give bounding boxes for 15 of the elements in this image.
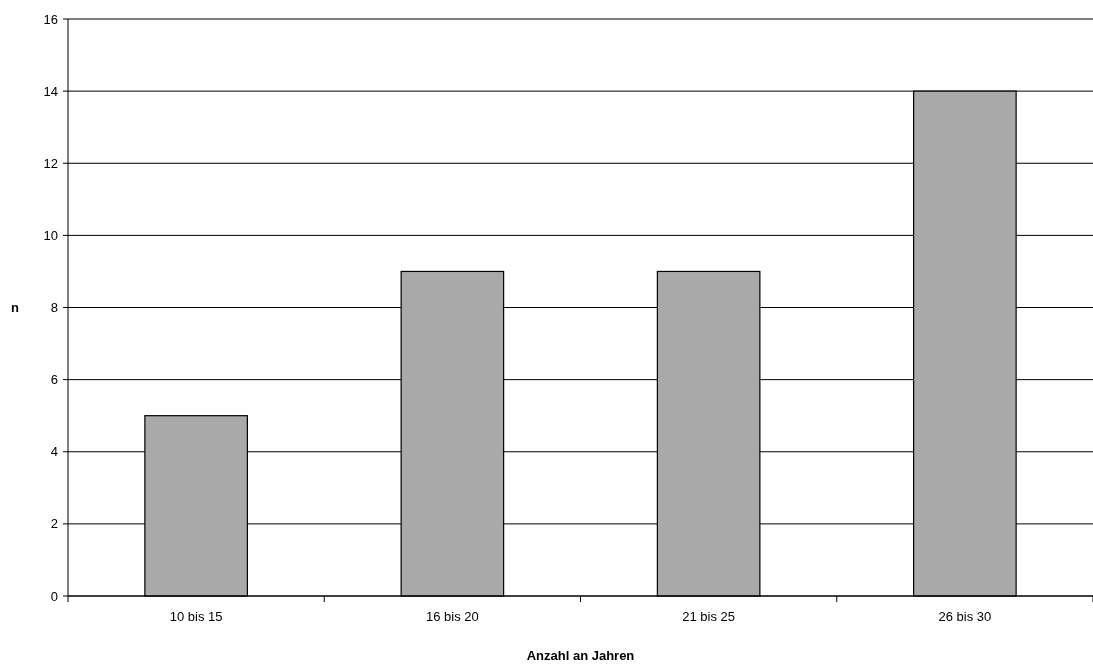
y-tick-label: 0	[50, 588, 58, 604]
y-tick-label: 6	[50, 372, 58, 388]
x-tick-label: 16 bis 20	[425, 609, 479, 624]
y-tick-label: 14	[43, 83, 58, 99]
x-tick-label: 26 bis 30	[938, 609, 992, 624]
y-tick-label: 2	[50, 516, 58, 532]
y-axis-title: n	[11, 300, 20, 316]
y-tick-label: 16	[43, 11, 58, 27]
y-tick-label: 8	[50, 300, 58, 316]
y-tick-label: 4	[50, 444, 58, 460]
x-tick-label: 21 bis 25	[682, 609, 736, 624]
x-tick-label: 10 bis 15	[169, 609, 223, 624]
x-axis-title: Anzahl an Jahren	[526, 648, 635, 663]
y-tick-label: 12	[43, 155, 58, 171]
y-tick-label: 10	[43, 227, 58, 243]
